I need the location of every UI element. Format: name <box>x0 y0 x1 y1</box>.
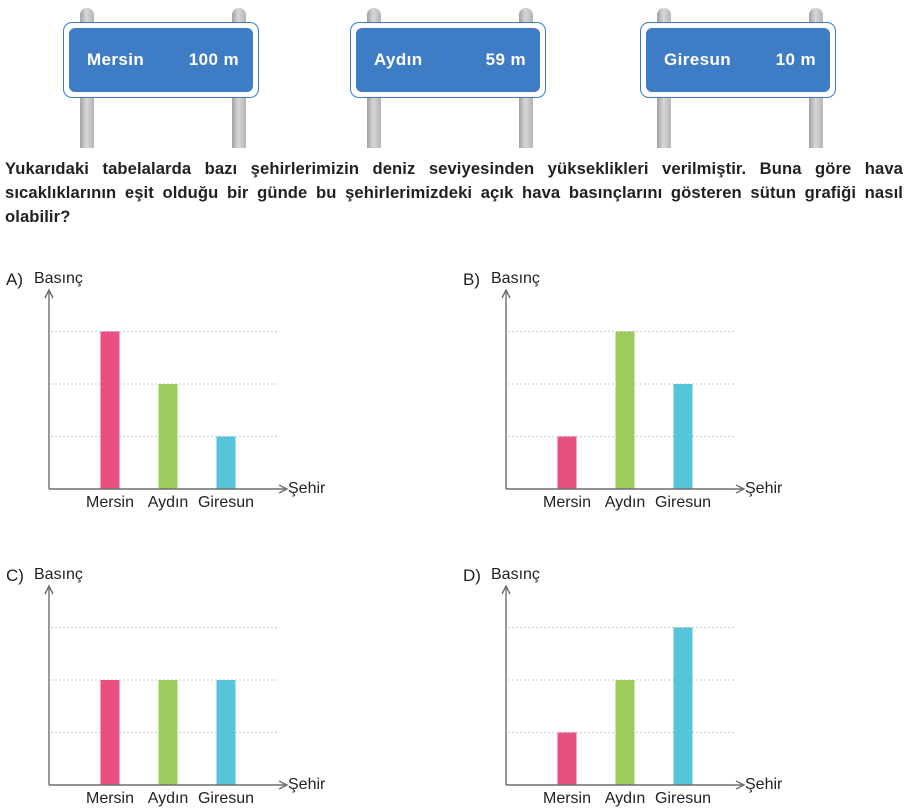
bar-chart <box>501 288 746 494</box>
x-axis-arrow <box>735 780 746 790</box>
y-axis-arrow <box>501 584 511 595</box>
bar-chart <box>44 288 289 494</box>
category-label: Aydın <box>604 790 646 807</box>
y-axis-arrow <box>44 584 54 595</box>
bar-aydin <box>158 384 178 489</box>
y-axis-arrow <box>501 288 511 299</box>
sign-board: Giresun 10 m <box>640 22 836 98</box>
sign-city: Aydın <box>374 50 423 69</box>
x-axis-label: Şehir <box>745 480 783 497</box>
sign-elevation: 100 m <box>188 50 239 69</box>
category-label: Giresun <box>197 494 255 511</box>
category-label: Giresun <box>654 494 712 511</box>
bar-giresun <box>216 436 236 489</box>
option-a-chart[interactable]: A) Basınç Şehir Mersin Aydın Giresun <box>6 270 446 511</box>
bar-aydin <box>158 680 178 785</box>
category-label: Aydın <box>147 494 189 511</box>
category-label: Mersin <box>85 494 135 511</box>
bar-giresun <box>673 384 693 489</box>
question-text: Yukarıdaki tabelalarda bazı şehirlerimiz… <box>5 159 903 226</box>
category-label: Giresun <box>197 790 255 807</box>
option-label: D) <box>463 566 481 585</box>
sign-mersin: Mersin 100 m <box>63 8 263 148</box>
bar-giresun <box>673 627 693 785</box>
option-d-chart[interactable]: D) Basınç Şehir Mersin Aydın Giresun <box>463 566 903 807</box>
y-axis-label: Basınç <box>34 270 83 287</box>
category-label: Aydın <box>604 494 646 511</box>
bar-mersin <box>557 436 577 489</box>
y-axis-label: Basınç <box>491 270 540 287</box>
sign-city: Giresun <box>664 50 732 69</box>
bar-chart <box>501 584 746 790</box>
sign-city: Mersin <box>87 50 145 69</box>
bar-aydin <box>615 680 635 785</box>
x-axis-arrow <box>278 484 289 494</box>
sign-elevation: 10 m <box>775 50 816 69</box>
category-label: Aydın <box>147 790 189 807</box>
bar-mersin <box>100 680 120 785</box>
option-b-chart[interactable]: B) Basınç Şehir Mersin Aydın Giresun <box>463 270 903 511</box>
sign-giresun: Giresun 10 m <box>640 8 840 148</box>
category-label: Mersin <box>542 790 592 807</box>
bar-mersin <box>557 732 577 785</box>
category-label: Mersin <box>542 494 592 511</box>
x-axis-arrow <box>278 780 289 790</box>
bar-aydin <box>615 331 635 489</box>
bar-mersin <box>100 331 120 489</box>
option-label: C) <box>6 566 24 585</box>
option-label: B) <box>463 270 480 289</box>
y-axis-arrow <box>44 288 54 299</box>
sign-board: Aydın 59 m <box>350 22 546 98</box>
bar-chart <box>44 584 289 790</box>
sign-board: Mersin 100 m <box>63 22 259 98</box>
sign-aydin: Aydın 59 m <box>350 8 550 148</box>
x-axis-label: Şehir <box>288 480 326 497</box>
sign-elevation: 59 m <box>485 50 526 69</box>
x-axis-arrow <box>735 484 746 494</box>
category-label: Mersin <box>85 790 135 807</box>
x-axis-label: Şehir <box>288 776 326 793</box>
y-axis-label: Basınç <box>491 566 540 583</box>
y-axis-label: Basınç <box>34 566 83 583</box>
bar-giresun <box>216 680 236 785</box>
x-axis-label: Şehir <box>745 776 783 793</box>
option-label: A) <box>6 270 23 289</box>
category-label: Giresun <box>654 790 712 807</box>
option-c-chart[interactable]: C) Basınç Şehir Mersin Aydın Giresun <box>6 566 446 807</box>
